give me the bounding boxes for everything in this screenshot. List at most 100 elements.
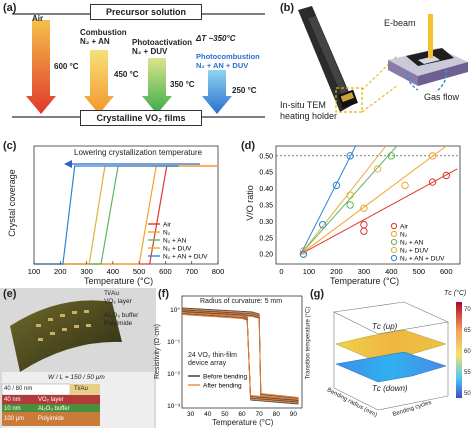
c-legend-label: N₂ + AN (163, 238, 187, 245)
temp-450: 450 °C (114, 70, 139, 79)
f-ytick-label: 10° (170, 306, 180, 314)
c-xlabel: Temperature (°C) (84, 276, 154, 286)
d-point (442, 171, 450, 180)
d-ytick-label: 0.25 (259, 235, 273, 242)
d-point (373, 165, 382, 173)
c-xtick-label: 800 (212, 267, 225, 276)
panel-e-svg (0, 288, 156, 428)
d-legend-label: N₂ + AN (400, 240, 424, 247)
cb-tick-3: 55 (464, 370, 471, 376)
temp-600: 600 °C (54, 62, 79, 71)
temp-350: 350 °C (170, 80, 195, 89)
panel-f-svg: 30 40 50 60 70 80 90 10° 10⁻¹ 10⁻² 10⁻³ Before bend… (167, 295, 303, 418)
d-point (332, 181, 341, 190)
layer-label-0: Ti/Au (104, 290, 119, 297)
stack-name-1: VO₂ layer (38, 397, 64, 403)
d-legend-marker (390, 222, 398, 230)
d-legend-label: N₂ (400, 232, 408, 239)
panel-d: (d) 0 100 200 300 400 500 600 0.50 0.45 0.40 0.35 0… (238, 138, 474, 286)
stack-name-0: Ti/Au (74, 386, 88, 392)
f-legend-label: After bending (203, 383, 242, 390)
d-ytick-label: 0.45 (259, 170, 273, 177)
c-series-line (34, 165, 179, 265)
cb-tick-2: 60 (464, 349, 471, 355)
c-xtick-label: 400 (107, 267, 120, 276)
c-ylabel: Crystal coverage (6, 169, 17, 237)
d-point (346, 201, 354, 209)
stack-name-2: Al₂O₃ buffer (38, 406, 70, 412)
c-legend-label: N₂ (163, 230, 171, 237)
f-xtick-label: 30 (187, 411, 195, 418)
panel-d-label: (d) (241, 140, 256, 152)
axes-3d (333, 301, 450, 411)
d-xtick-label: 300 (358, 267, 371, 276)
f-legend-label: Before bending (203, 374, 247, 381)
c-xtick-label: 300 (80, 267, 93, 276)
d-xtick-label: 400 (385, 267, 398, 276)
panel-e-label: (e) (3, 288, 17, 300)
c-legend-label: N₂ + DUV (163, 246, 192, 253)
d-point (346, 152, 354, 160)
stack-thick-2: 10 nm (4, 406, 21, 412)
panel-c-label: (c) (3, 140, 17, 152)
gas-flow-arrow (435, 69, 448, 93)
d-legend-marker (390, 238, 398, 246)
d-fit-line (300, 145, 398, 255)
stack-thick-3: 100 μm (4, 416, 25, 422)
panel-g: (g) Tᴄ (up) Tᴄ (down) Transition tempera… (305, 288, 474, 428)
zoom-box (335, 87, 363, 113)
f-ytick-label: 10⁻² (167, 371, 181, 378)
panel-a-svg (12, 13, 265, 118)
d-legend-marker (390, 246, 398, 254)
arrow-photocombustion (202, 70, 232, 114)
f-curve (181, 313, 299, 401)
d-point (360, 227, 368, 235)
f-curve (181, 311, 299, 399)
c-xtick-label: 200 (54, 267, 67, 276)
device-array (36, 310, 91, 341)
layer-label-1: VO₂ layer (104, 298, 132, 305)
layer-label-3: Polyimide (104, 320, 133, 327)
d-fit-line (300, 145, 387, 255)
layer-label-2: Al₂O₃ buffer (104, 312, 139, 319)
d-point (299, 250, 308, 258)
stack-name-3: Polyimide (38, 416, 65, 422)
d-point (428, 178, 437, 186)
d-xtick-label: 600 (440, 267, 453, 276)
f-ytick-label: 10⁻³ (167, 403, 181, 410)
d-xtick-label: 100 (303, 267, 316, 276)
d-legend-marker (390, 230, 398, 238)
c-annotation: Lowering crystallization temperature (74, 148, 203, 157)
d-ytick-label: 0.35 (259, 203, 273, 210)
colorbar (456, 302, 462, 398)
delta-t: ΔT ~350°C (196, 34, 236, 43)
g-zlabel: Transition temperature (°C) (305, 306, 312, 380)
cb-tick-4: 50 (464, 391, 471, 397)
ebeam (428, 14, 433, 58)
stack-thick-0: 40 / 80 nm (4, 386, 33, 392)
d-point (387, 152, 396, 160)
g-colorbar-title: Tᴄ (°C) (444, 290, 467, 297)
f-xtick-label: 50 (221, 411, 229, 418)
panel-d-svg: 0 100 200 300 400 500 600 0.50 0.45 0.40 0.35 0.30 0… (259, 145, 461, 276)
panel-f-label: (f) (158, 288, 169, 300)
d-point (428, 152, 437, 160)
header-box: Precursor solution (90, 4, 202, 20)
d-point (360, 204, 368, 212)
d-point (346, 191, 354, 199)
d-legend-label: N₂ + DUV (400, 248, 429, 255)
panel-c: (c) 100 200 300 400 500 600 700 800 Air N₂ N₂ + AN… (0, 138, 240, 286)
d-legend-marker (390, 254, 398, 262)
panel-g-svg (333, 301, 462, 411)
f-xtick-label: 90 (290, 411, 298, 418)
f-title: Radius of curvature: 5 mm (200, 298, 283, 305)
d-legend-label: N₂ + AN + DUV (400, 256, 445, 263)
c-arrowhead (64, 160, 72, 168)
holder-label: In-situ TEM heating holder (280, 100, 338, 121)
c-xtick-label: 600 (159, 267, 172, 276)
arrow-photoactivation (142, 58, 172, 114)
arrow-air (26, 20, 56, 114)
label-air: Air (32, 14, 44, 23)
flexible-film (10, 300, 122, 372)
